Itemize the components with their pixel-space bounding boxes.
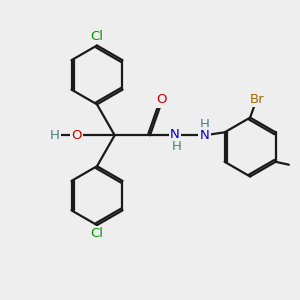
Text: N: N xyxy=(170,128,180,141)
Text: Cl: Cl xyxy=(91,30,103,43)
Text: H: H xyxy=(50,129,59,142)
Text: O: O xyxy=(157,93,167,106)
Text: N: N xyxy=(200,129,209,142)
Text: H: H xyxy=(172,140,182,153)
Text: Cl: Cl xyxy=(91,227,103,240)
Text: Br: Br xyxy=(250,93,265,106)
Text: O: O xyxy=(71,129,82,142)
Text: H: H xyxy=(200,118,209,131)
